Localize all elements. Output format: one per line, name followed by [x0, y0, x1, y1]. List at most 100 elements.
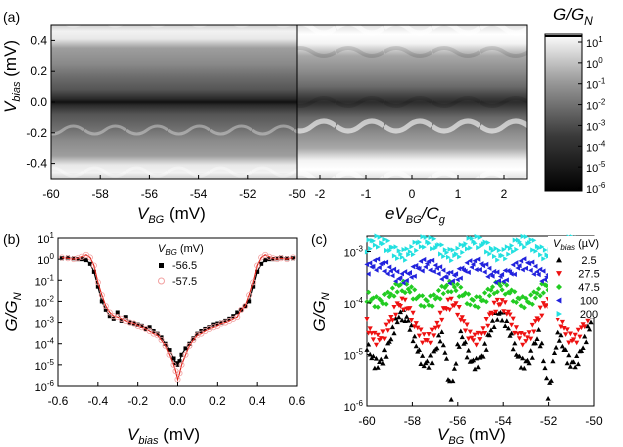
- panel-c-point: [441, 253, 446, 259]
- panel-c-point: [532, 263, 538, 269]
- panel-b-point: [291, 256, 296, 261]
- panel-b-point: [83, 258, 88, 263]
- panel-c-point: [472, 258, 478, 264]
- panel-a-ylabel: Vbias (mV): [1, 40, 23, 113]
- panel-c-point: [574, 353, 580, 358]
- panel-c-point: [381, 336, 388, 342]
- panel-c-point: [388, 268, 393, 274]
- panel-c-point: [512, 340, 518, 346]
- legend-entry-b2: -57.5: [172, 276, 197, 288]
- panel-b-point: [194, 332, 201, 339]
- panel-c-point: [483, 299, 489, 305]
- panel-c-point: [413, 321, 419, 326]
- panel-c-point: [462, 339, 469, 345]
- panel-c-point: [426, 240, 432, 246]
- panel-b-point: [171, 356, 176, 361]
- panel-c-point: [496, 281, 502, 287]
- heatmap-right-oscillation: [297, 25, 527, 179]
- panel-c-point: [380, 360, 386, 366]
- panel-c-point: [384, 247, 389, 254]
- panel-a-right-xtick-label: 2: [501, 187, 508, 201]
- panel-c-point: [416, 293, 422, 299]
- panel-c-point: [510, 346, 516, 352]
- panel-b-point: [134, 322, 141, 329]
- panel-c-point: [410, 310, 416, 316]
- panel-c-point: [402, 297, 408, 303]
- panel-c-point: [387, 248, 392, 254]
- panel-c-point: [377, 359, 383, 364]
- panel-c-point: [483, 261, 489, 267]
- panel-c-point: [432, 325, 438, 331]
- panel-c-point: [507, 312, 513, 318]
- panel-b-point: [138, 324, 145, 331]
- panel-c-point: [478, 331, 484, 337]
- panel-c-point: [528, 237, 534, 243]
- panel-c-point: [509, 243, 515, 249]
- panel-c-point: [389, 273, 395, 279]
- panel-c-point: [417, 239, 422, 245]
- panel-c-point: [542, 365, 548, 371]
- panel-c-point: [413, 343, 419, 349]
- panel-c-point: [464, 354, 470, 360]
- panel-c-point: [435, 271, 441, 277]
- panel-c-point: [389, 324, 395, 330]
- panel-c-point: [385, 271, 390, 277]
- panel-c-point: [534, 290, 540, 296]
- panel-c-xtick-label: -58: [404, 414, 422, 428]
- panel-c-point: [522, 244, 527, 250]
- panel-c-point: [429, 327, 435, 333]
- panel-b-point: [234, 314, 241, 321]
- panel-b-point: [250, 279, 257, 286]
- panel-b-point: [238, 306, 245, 313]
- panel-c-point: [414, 247, 419, 254]
- panel-c-legend-entry: 200: [580, 309, 598, 321]
- panel-b-point: [254, 262, 261, 269]
- panel-c-point: [447, 307, 453, 313]
- panel-c-point: [378, 356, 384, 362]
- panel-c-point: [555, 317, 561, 322]
- panel-c-point: [407, 270, 412, 276]
- panel-c-point: [575, 327, 581, 333]
- panel-c-point: [531, 237, 537, 243]
- panel-c-point: [572, 364, 578, 370]
- panel-c-point: [389, 318, 395, 323]
- panel-c-point: [539, 340, 545, 346]
- panel-c-point: [437, 296, 443, 302]
- panel-c-point: [532, 340, 538, 346]
- panel-c-ticks: -60 -58 -56 -54 -52 -50 10-3 10-4 10-5 10-6: [344, 245, 603, 428]
- panel-a-left-xtick-label: -50: [288, 187, 306, 201]
- panel-b-point: [126, 319, 133, 326]
- panel-c-point: [450, 378, 456, 384]
- panel-c-point: [542, 277, 547, 283]
- panel-c-point: [453, 271, 459, 277]
- panel-b-point: [222, 319, 229, 326]
- panel-b-point: [218, 320, 225, 327]
- panel-c-point: [375, 256, 381, 262]
- panel-c-point: [423, 234, 429, 240]
- panel-c-point: [437, 338, 443, 344]
- panel-c-point: [574, 340, 580, 346]
- panel-c-point: [459, 315, 465, 320]
- panel-c-point: [564, 327, 570, 333]
- panel-c-point: [566, 352, 572, 358]
- panel-c-point: [540, 301, 546, 306]
- panel-b-point: [65, 255, 70, 260]
- panel-c-point: [528, 292, 534, 298]
- panel-c-point: [445, 270, 451, 276]
- panel-b-point: [242, 303, 249, 310]
- panel-c-point: [393, 278, 398, 284]
- panel-c-point: [529, 259, 535, 265]
- panel-c-point: [461, 319, 467, 324]
- panel-c-point: [520, 233, 526, 239]
- panel-c-point: [542, 247, 548, 253]
- panel-c-point: [531, 289, 537, 295]
- panel-c-point: [399, 296, 405, 302]
- panel-c-point: [511, 248, 516, 255]
- panel-b-ytick-label: 10-3: [35, 316, 55, 331]
- panel-c-point: [393, 312, 399, 318]
- panel-c-point: [572, 332, 578, 338]
- panel-c-point: [582, 333, 588, 339]
- panel-c-point: [500, 252, 505, 259]
- panel-b-point: [270, 255, 277, 262]
